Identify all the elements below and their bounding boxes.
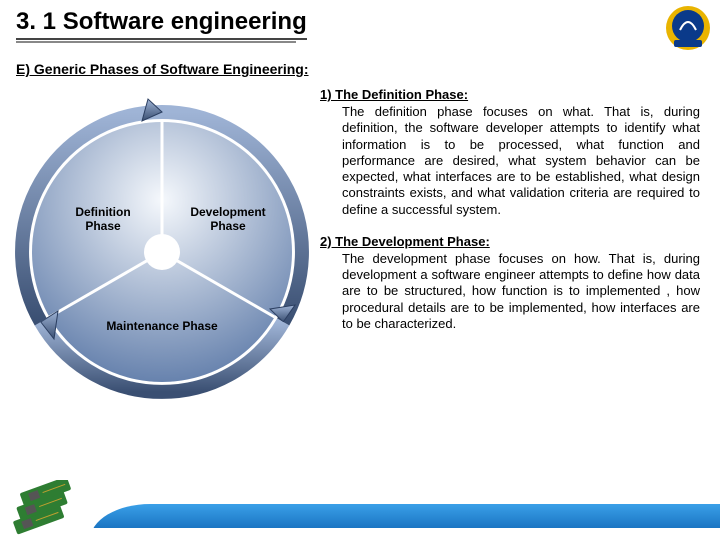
cycle-svg: [12, 87, 312, 417]
hardware-corner-art: [4, 480, 84, 536]
section-subtitle: E) Generic Phases of Software Engineerin…: [0, 47, 720, 87]
segment-label-definition: Definition Phase: [58, 205, 148, 234]
para-heading: 2) The Development Phase:: [320, 234, 700, 249]
label-text: Definition: [75, 205, 130, 219]
segment-label-development: Development Phase: [178, 205, 278, 234]
slide: 3. 1 Software engineering E) Generic Pha…: [0, 0, 720, 540]
title-underline: [16, 41, 296, 43]
institution-logo: [664, 4, 712, 52]
para-body: The definition phase focuses on what. Th…: [320, 104, 700, 218]
label-text: Maintenance Phase: [106, 319, 217, 333]
para-body: The development phase focuses on how. Th…: [320, 251, 700, 332]
segment-label-maintenance: Maintenance Phase: [92, 319, 232, 333]
footer-white-strip: [0, 528, 720, 540]
cycle-center: [144, 234, 180, 270]
cycle-diagram: Definition Phase Development Phase Maint…: [12, 87, 312, 417]
label-text: Phase: [210, 219, 245, 233]
footer-blue-swoosh: [90, 504, 720, 540]
title-bar: 3. 1 Software engineering: [0, 0, 720, 47]
label-text: Development: [190, 205, 265, 219]
label-text: Phase: [85, 219, 120, 233]
page-title: 3. 1 Software engineering: [16, 8, 307, 40]
content-row: Definition Phase Development Phase Maint…: [0, 87, 720, 417]
para-heading: 1) The Definition Phase:: [320, 87, 700, 102]
paragraph-development: 2) The Development Phase: The developmen…: [320, 234, 700, 332]
paragraph-definition: 1) The Definition Phase: The definition …: [320, 87, 700, 218]
footer-decoration: [0, 470, 720, 540]
text-column: 1) The Definition Phase: The definition …: [312, 87, 708, 417]
